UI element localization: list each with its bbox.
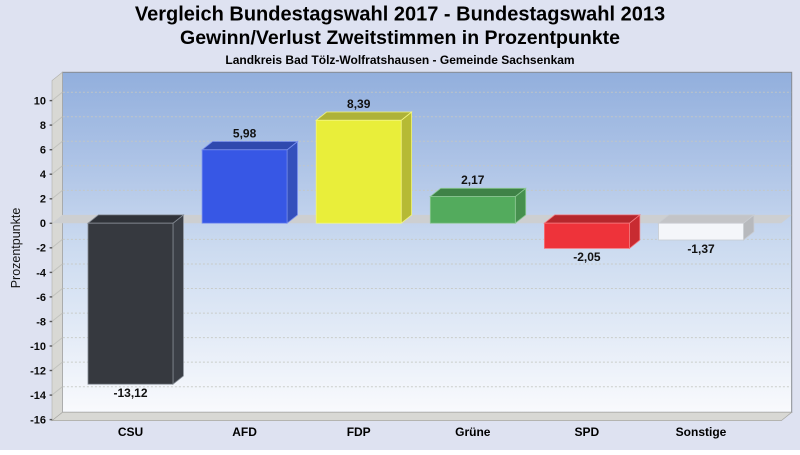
svg-text:Prozentpunkte: Prozentpunkte [9, 208, 23, 289]
svg-text:10: 10 [34, 96, 46, 108]
svg-text:0: 0 [40, 218, 46, 230]
svg-text:-4: -4 [36, 267, 47, 279]
svg-text:-2,05: -2,05 [573, 250, 601, 264]
svg-text:AFD: AFD [232, 425, 257, 439]
svg-text:-12: -12 [30, 365, 46, 377]
svg-text:CSU: CSU [118, 425, 143, 439]
svg-text:Landkreis Bad Tölz-Wolfratshau: Landkreis Bad Tölz-Wolfratshausen - Geme… [225, 53, 574, 67]
svg-text:-14: -14 [30, 390, 47, 402]
svg-text:6: 6 [40, 145, 46, 157]
svg-text:5,98: 5,98 [233, 126, 257, 140]
svg-text:2,17: 2,17 [461, 173, 485, 187]
svg-text:Gewinn/Verlust Zweitstimmen in: Gewinn/Verlust Zweitstimmen in Prozentpu… [180, 27, 620, 49]
svg-text:-6: -6 [36, 292, 46, 304]
svg-text:-8: -8 [36, 316, 46, 328]
svg-text:8: 8 [40, 120, 46, 132]
svg-text:Grüne: Grüne [455, 425, 491, 439]
svg-text:Sonstige: Sonstige [676, 425, 727, 439]
svg-text:-10: -10 [30, 341, 46, 353]
svg-text:SPD: SPD [575, 425, 600, 439]
svg-text:-13,12: -13,12 [113, 386, 147, 400]
svg-text:-1,37: -1,37 [687, 242, 715, 256]
svg-text:FDP: FDP [347, 425, 371, 439]
svg-text:-16: -16 [30, 415, 46, 427]
svg-text:8,39: 8,39 [347, 97, 371, 111]
svg-text:2: 2 [40, 194, 46, 206]
svg-text:4: 4 [40, 169, 47, 181]
svg-text:Vergleich Bundestagswahl 2017: Vergleich Bundestagswahl 2017 - Bundesta… [135, 4, 665, 26]
svg-text:-2: -2 [36, 243, 46, 255]
